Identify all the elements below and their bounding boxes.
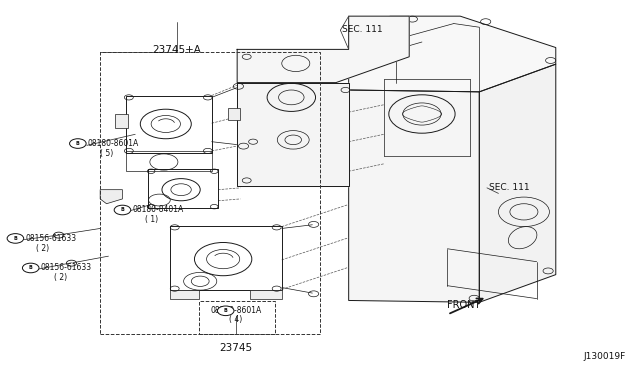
Bar: [170, 225, 282, 290]
Text: ( 5): ( 5): [100, 149, 113, 158]
Circle shape: [218, 306, 234, 315]
Polygon shape: [100, 190, 122, 204]
Polygon shape: [170, 290, 199, 299]
Polygon shape: [479, 64, 556, 302]
Text: J130019F: J130019F: [584, 352, 626, 361]
Text: ( 1): ( 1): [145, 215, 158, 224]
Text: 08180-8601A: 08180-8601A: [211, 306, 262, 315]
Circle shape: [7, 234, 24, 243]
Text: ( 2): ( 2): [36, 244, 49, 253]
Circle shape: [22, 263, 39, 273]
Text: B: B: [120, 208, 124, 212]
Bar: [199, 301, 275, 334]
Text: B: B: [13, 236, 17, 241]
Text: B: B: [76, 141, 80, 146]
Text: FRONT: FRONT: [447, 300, 481, 310]
Text: ( 4): ( 4): [229, 315, 243, 324]
Text: 08180-8601A: 08180-8601A: [88, 139, 139, 148]
Bar: [148, 169, 218, 208]
Polygon shape: [228, 109, 241, 119]
Bar: [125, 151, 212, 171]
Text: 08180-8401A: 08180-8401A: [132, 205, 183, 215]
Bar: [125, 96, 212, 153]
Polygon shape: [349, 16, 556, 92]
Polygon shape: [349, 90, 479, 302]
Text: ( 2): ( 2): [54, 273, 67, 282]
Text: 23745: 23745: [220, 343, 252, 353]
Text: B: B: [224, 308, 228, 313]
Text: B: B: [29, 266, 33, 270]
Polygon shape: [250, 290, 282, 299]
Polygon shape: [115, 114, 127, 128]
Circle shape: [70, 139, 86, 148]
Bar: [100, 52, 320, 334]
Text: SEC. 111: SEC. 111: [342, 25, 383, 33]
Text: 08156-61633: 08156-61633: [26, 234, 77, 243]
Polygon shape: [237, 16, 409, 83]
Text: 23745+A: 23745+A: [152, 45, 201, 55]
Circle shape: [114, 205, 131, 215]
Text: 08156-61633: 08156-61633: [41, 263, 92, 272]
Polygon shape: [237, 83, 349, 186]
Text: SEC. 111: SEC. 111: [489, 183, 529, 192]
